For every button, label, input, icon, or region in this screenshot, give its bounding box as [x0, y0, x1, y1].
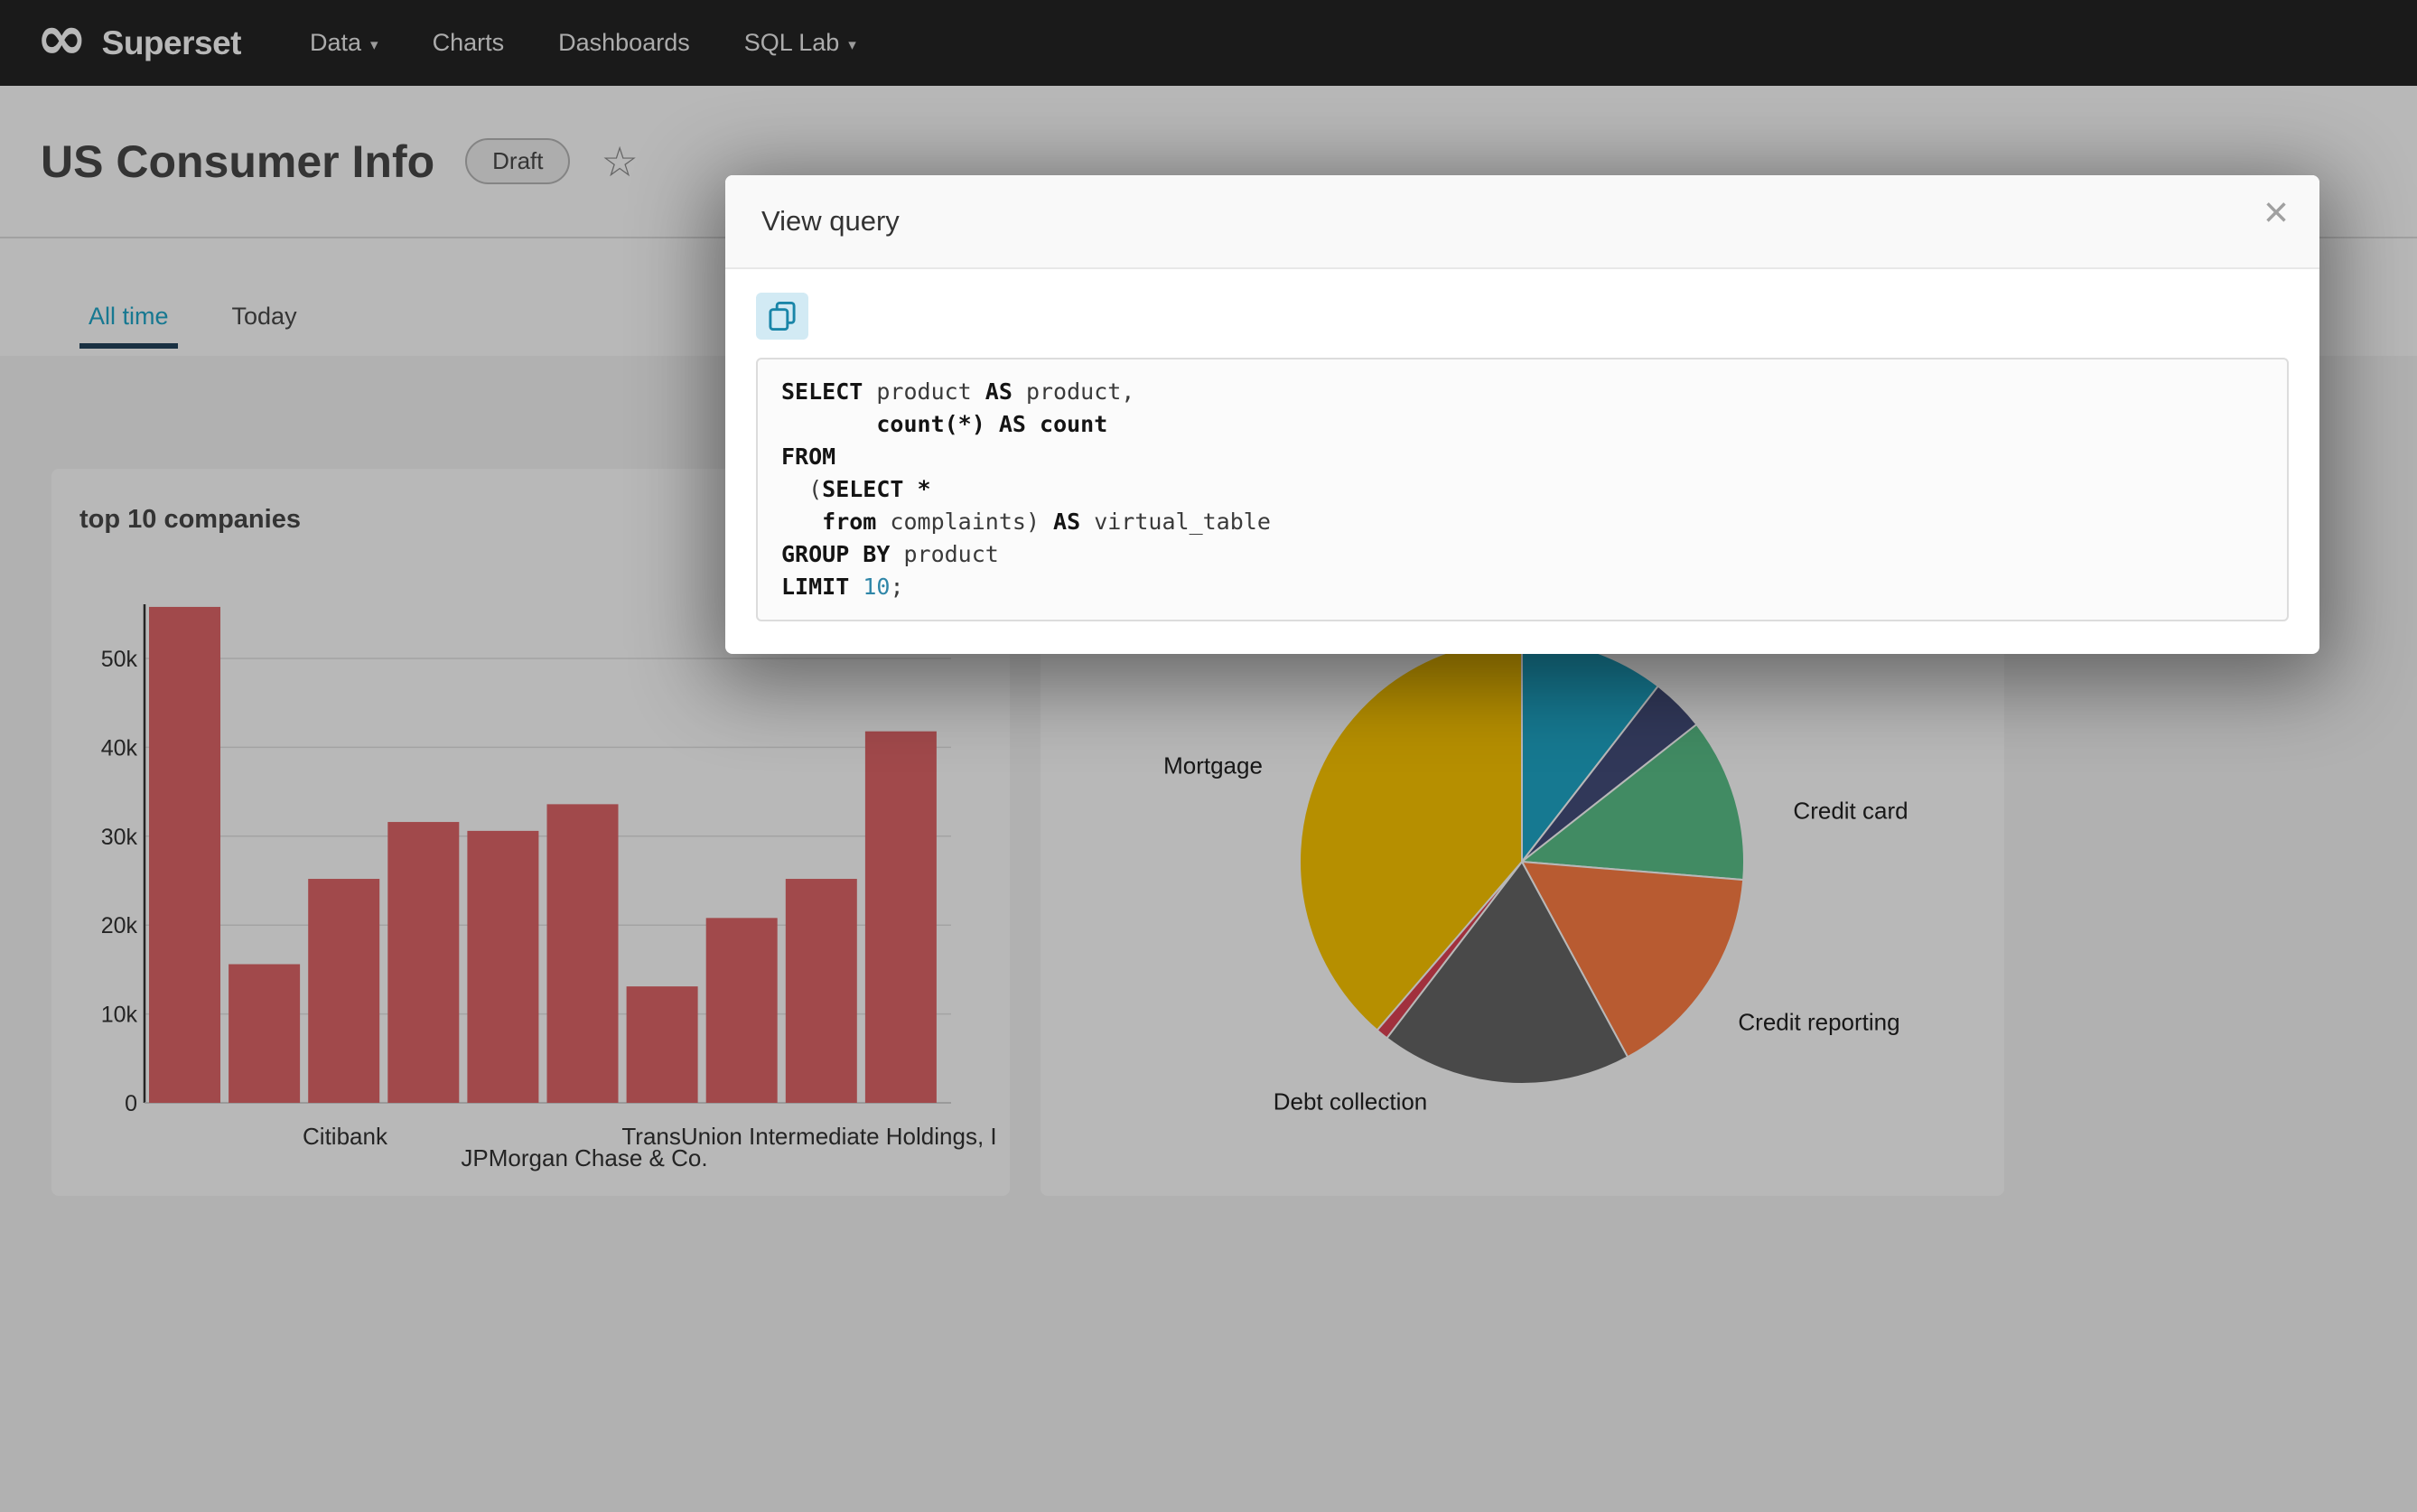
infinity-logo-icon: ∞ [36, 2, 88, 74]
sql-line: FROM [781, 443, 836, 470]
nav-items: Data ▾ Charts Dashboards SQL Lab ▾ [283, 0, 883, 86]
view-query-modal: View query × SELECT product AS product, … [725, 175, 2319, 654]
bar-chart-svg[interactable]: 0 10k 20k 30k 40k 50k [51, 469, 1010, 1196]
tab-label: All time [89, 303, 169, 330]
caret-down-icon: ▾ [848, 35, 856, 53]
modal-title: View query [761, 205, 900, 237]
sql-line: (SELECT * [781, 476, 931, 502]
superset-logo[interactable]: ∞ Superset [36, 7, 242, 69]
nav-item-sql-lab[interactable]: SQL Lab ▾ [717, 0, 883, 86]
svg-text:20k: 20k [101, 913, 138, 938]
status-badge-draft[interactable]: Draft [465, 137, 571, 185]
modal-body: SELECT product AS product, count(*) AS c… [725, 269, 2319, 654]
sql-code: SELECT product AS product, count(*) AS c… [756, 358, 2289, 621]
nav-item-label: SQL Lab [743, 29, 840, 56]
svg-text:10k: 10k [101, 1003, 138, 1028]
brand-name: Superset [101, 23, 242, 61]
copy-to-clipboard-button[interactable] [756, 293, 808, 340]
nav-item-charts[interactable]: Charts [406, 0, 532, 86]
nav-item-label: Charts [432, 29, 505, 56]
svg-text:0: 0 [125, 1091, 137, 1116]
copy-icon [769, 302, 796, 331]
navbar: ∞ Superset Data ▾ Charts Dashboards SQL … [0, 0, 2417, 86]
tab-today[interactable]: Today [227, 303, 303, 356]
sql-line: from complaints) AS virtual_table [822, 509, 1271, 535]
close-icon[interactable]: × [2263, 189, 2289, 237]
nav-item-label: Dashboards [558, 29, 690, 56]
sql-line: SELECT product AS product, [781, 378, 1135, 405]
nav-item-data[interactable]: Data ▾ [283, 0, 406, 86]
nav-item-dashboards[interactable]: Dashboards [531, 0, 717, 86]
favorite-star-icon[interactable]: ☆ [601, 137, 639, 185]
svg-text:30k: 30k [101, 825, 138, 850]
caret-down-icon: ▾ [370, 35, 378, 53]
modal-header: View query × [725, 175, 2319, 269]
svg-text:40k: 40k [101, 735, 138, 761]
pie-chart-svg[interactable] [1041, 469, 2004, 1196]
tab-all-time[interactable]: All time [79, 303, 178, 356]
sql-line: count(*) AS count [876, 411, 1108, 437]
sql-line: GROUP BY product [781, 541, 999, 567]
tab-label: Today [231, 303, 297, 330]
chart-title: top 10 companies [79, 505, 301, 534]
page-title: US Consumer Info [41, 135, 435, 187]
svg-text:50k: 50k [101, 647, 138, 672]
sql-line: LIMIT 10; [781, 574, 904, 600]
nav-item-label: Data [310, 29, 362, 56]
